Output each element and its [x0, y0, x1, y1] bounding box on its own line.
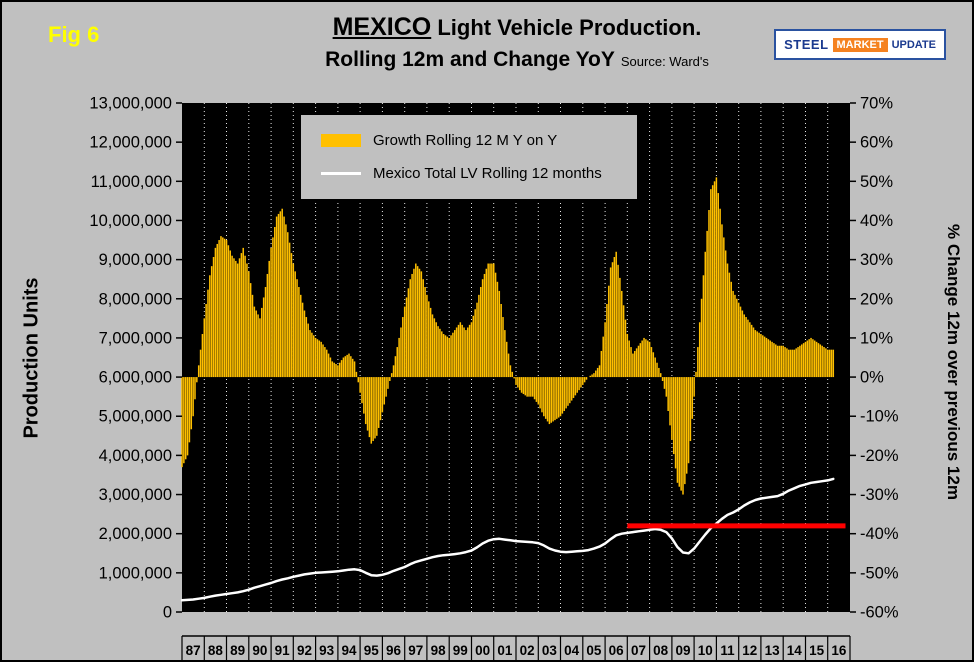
svg-text:40%: 40% — [860, 212, 893, 230]
production-line — [180, 477, 835, 602]
chart-source: Source: Ward's — [620, 54, 709, 70]
svg-text:60%: 60% — [860, 134, 893, 152]
svg-text:-30%: -30% — [860, 486, 899, 504]
svg-text:03: 03 — [542, 643, 558, 658]
svg-text:05: 05 — [586, 643, 602, 658]
logo-word-market: MARKET — [832, 37, 888, 52]
svg-text:92: 92 — [297, 643, 312, 658]
svg-text:95: 95 — [364, 643, 380, 658]
legend-label-growth: Growth Rolling 12 M Y on Y — [373, 131, 558, 149]
legend-item-growth: Growth Rolling 12 M Y on Y — [321, 132, 637, 149]
right-axis-tick-labels: 70% 60% 50% 40% 30% 20% 10% 0% -10% -20% -30% -40% -… — [850, 95, 899, 622]
svg-text:20%: 20% — [860, 290, 893, 308]
svg-text:9,000,000: 9,000,000 — [99, 251, 172, 269]
figure-number: Fig 6 — [48, 22, 100, 47]
logo-word-steel: STEEL — [784, 37, 829, 52]
svg-text:-40%: -40% — [860, 525, 899, 543]
svg-text:5,000,000: 5,000,000 — [99, 408, 172, 426]
svg-text:94: 94 — [341, 643, 357, 658]
chart-title-country: MEXICO — [332, 13, 432, 41]
svg-text:16: 16 — [831, 643, 847, 658]
legend-line-swatch-icon — [321, 172, 361, 176]
svg-text:07: 07 — [631, 643, 646, 658]
legend-label-rolling: Mexico Total LV Rolling 12 months — [373, 165, 602, 183]
svg-text:30%: 30% — [860, 251, 893, 269]
svg-text:6,000,000: 6,000,000 — [99, 369, 172, 387]
svg-text:10: 10 — [698, 643, 713, 658]
svg-text:93: 93 — [319, 643, 335, 658]
svg-text:87: 87 — [186, 643, 201, 658]
svg-text:-10%: -10% — [860, 408, 899, 426]
chart-subtitle: Rolling 12m and Change YoY — [325, 48, 615, 72]
svg-text:99: 99 — [453, 643, 468, 658]
svg-text:13: 13 — [765, 643, 781, 658]
svg-text:97: 97 — [408, 643, 423, 658]
svg-text:10%: 10% — [860, 329, 893, 347]
svg-text:1,000,000: 1,000,000 — [99, 564, 172, 582]
svg-text:2,000,000: 2,000,000 — [99, 525, 172, 543]
svg-text:13,000,000: 13,000,000 — [89, 95, 172, 113]
svg-text:15: 15 — [809, 643, 825, 658]
svg-text:50%: 50% — [860, 173, 893, 191]
svg-text:8,000,000: 8,000,000 — [99, 290, 172, 308]
svg-text:02: 02 — [520, 643, 535, 658]
svg-text:14: 14 — [787, 643, 803, 658]
logo-word-update: UPDATE — [891, 38, 936, 51]
svg-text:-60%: -60% — [860, 604, 899, 622]
svg-text:12,000,000: 12,000,000 — [89, 134, 172, 152]
svg-text:0%: 0% — [860, 369, 884, 387]
svg-text:00: 00 — [475, 643, 490, 658]
x-axis-tick-labels: 87 88 89 90 91 92 93 94 95 96 97 98 99 00 01 02 03 04 05 06… — [181, 635, 851, 660]
svg-text:90: 90 — [252, 643, 267, 658]
svg-text:10,000,000: 10,000,000 — [89, 212, 172, 230]
left-axis-tick-labels: 13,000,000 12,000,000 11,000,000 10,000,000… — [89, 95, 182, 622]
chart-title-rest: Light Vehicle Production. — [431, 15, 702, 40]
chart-title-block: MEXICO Light Vehicle Production. Rolling… — [192, 12, 842, 74]
chart-legend: Growth Rolling 12 M Y on Y Mexico Total … — [300, 114, 638, 200]
svg-text:-20%: -20% — [860, 447, 899, 465]
svg-text:70%: 70% — [860, 95, 893, 113]
svg-text:0: 0 — [163, 604, 172, 622]
svg-text:11: 11 — [720, 643, 735, 658]
svg-text:89: 89 — [230, 643, 245, 658]
chart-title-line2: Rolling 12m and Change YoY Source: Ward's — [192, 47, 842, 73]
legend-item-rolling: Mexico Total LV Rolling 12 months — [321, 165, 637, 182]
svg-text:-50%: -50% — [860, 564, 899, 582]
svg-text:4,000,000: 4,000,000 — [99, 447, 172, 465]
svg-text:3,000,000: 3,000,000 — [99, 486, 172, 504]
steel-market-update-logo: STEEL MARKET UPDATE — [774, 29, 946, 60]
svg-text:04: 04 — [564, 643, 580, 658]
svg-text:91: 91 — [275, 643, 291, 658]
legend-bar-swatch-icon — [321, 133, 361, 147]
svg-text:08: 08 — [653, 643, 669, 658]
svg-text:01: 01 — [497, 643, 513, 658]
growth-bars — [181, 177, 835, 495]
chart-title-line1: MEXICO Light Vehicle Production. — [192, 12, 842, 43]
svg-text:06: 06 — [609, 643, 625, 658]
svg-text:96: 96 — [386, 643, 402, 658]
svg-text:11,000,000: 11,000,000 — [91, 173, 172, 191]
svg-text:12: 12 — [742, 643, 757, 658]
svg-text:09: 09 — [675, 643, 690, 658]
svg-text:7,000,000: 7,000,000 — [99, 329, 172, 347]
svg-text:88: 88 — [208, 643, 224, 658]
svg-text:98: 98 — [431, 643, 447, 658]
